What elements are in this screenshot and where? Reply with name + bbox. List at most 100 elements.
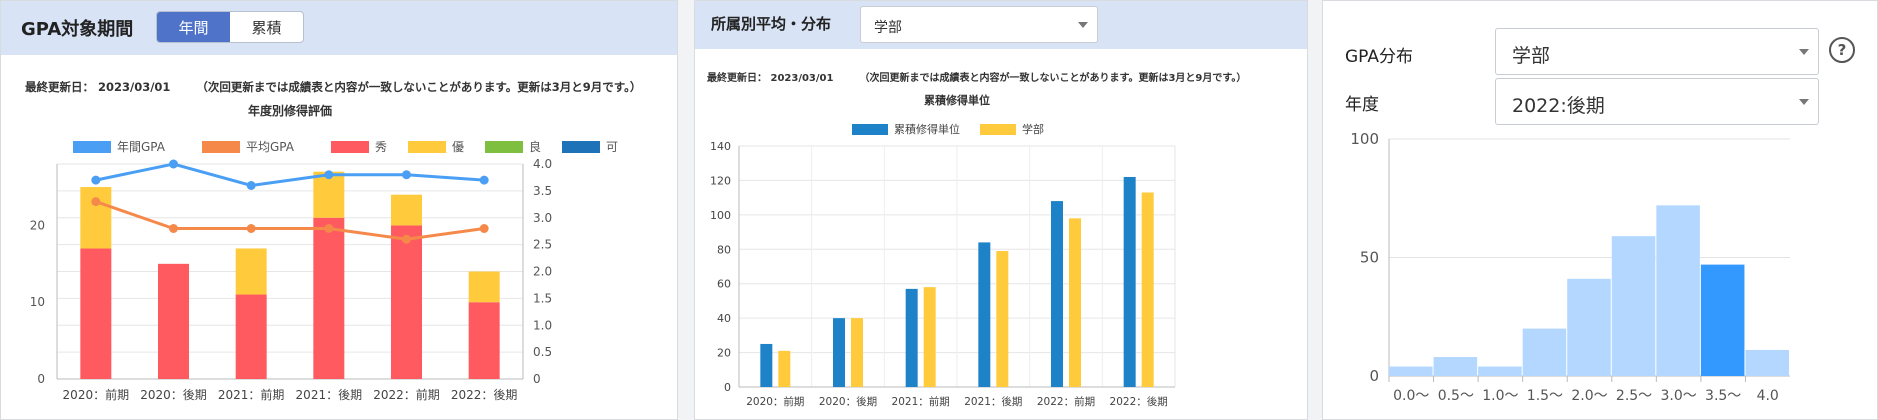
- updated-date: 最終更新日： 2023/03/01: [707, 73, 834, 84]
- legend-swatch: [980, 124, 1016, 135]
- y-tick-label: 100: [710, 209, 731, 222]
- x-tick-label: 2.0～: [1571, 388, 1607, 404]
- x-tick-label: 2022：前期: [1037, 395, 1095, 408]
- bar-segment: [80, 248, 112, 379]
- year-select-value: 2022:後期: [1512, 95, 1605, 117]
- chevron-down-icon: [1078, 21, 1088, 28]
- legend-label: 可: [606, 140, 618, 154]
- y-tick-label: 10: [30, 295, 45, 309]
- gpa-point: [324, 224, 334, 233]
- bar-segment: [313, 171, 345, 218]
- distribution-panel-header: 所属別平均・分布 学部: [695, 1, 1307, 49]
- legend-label: 学部: [1022, 122, 1044, 136]
- y2-tick-label: 1.0: [533, 318, 552, 332]
- gpa-point: [479, 175, 489, 185]
- x-tick-label: 0.5～: [1438, 388, 1474, 404]
- gpa-point: [246, 224, 256, 233]
- legend-label: 優: [452, 140, 464, 154]
- year-label: 年度: [1345, 95, 1379, 115]
- y2-tick-label: 1.5: [533, 291, 552, 305]
- gpa-dist-select-value: 学部: [1512, 45, 1551, 67]
- x-tick-label: 2021：前期: [218, 387, 285, 402]
- bar: [1069, 218, 1081, 387]
- toggle-annual[interactable]: 年間: [157, 12, 230, 42]
- y-tick-label: 40: [717, 312, 731, 325]
- bar: [851, 318, 863, 387]
- legend-swatch: [73, 141, 111, 153]
- x-tick-label: 1.0～: [1482, 388, 1518, 404]
- legend-swatch: [408, 141, 446, 153]
- gpa-point: [402, 170, 411, 180]
- legend-label: 秀: [375, 140, 387, 154]
- x-tick-label: 2.5～: [1616, 388, 1652, 404]
- histogram-bar: [1700, 264, 1745, 376]
- help-icon[interactable]: ?: [1829, 37, 1855, 63]
- chevron-down-icon: [1799, 48, 1809, 55]
- gpa-point: [91, 175, 101, 185]
- affiliation-select[interactable]: 学部: [860, 6, 1098, 43]
- gpa-period-title: GPA対象期間: [21, 19, 134, 40]
- gpa-point: [324, 170, 334, 180]
- x-tick-label: 2021：前期: [892, 395, 950, 408]
- legend-swatch: [485, 141, 523, 153]
- bar: [905, 288, 918, 387]
- year-select[interactable]: 2022:後期: [1495, 78, 1819, 125]
- histogram-bar: [1478, 366, 1522, 376]
- histogram-bar: [1433, 357, 1478, 376]
- y-tick-label: 50: [1360, 249, 1379, 267]
- bar: [996, 251, 1009, 387]
- y2-tick-label: 2.0: [533, 265, 552, 279]
- gpa-point: [169, 224, 178, 233]
- bar-segment: [313, 217, 345, 379]
- toggle-cumulative[interactable]: 累積: [251, 18, 282, 37]
- y2-tick-label: 4.0: [533, 157, 552, 171]
- legend-swatch: [202, 141, 240, 153]
- update-note: （次回更新までは成績表と内容が一致しないことがあります。更新は3月と9月です。）: [859, 73, 1247, 84]
- histogram-bar: [1656, 205, 1700, 376]
- gpa-histogram-panel: GPA分布 学部 ? 年度 2022:後期 0 50 100 0.0～ 0.5～ 1.0～…: [1322, 0, 1878, 420]
- bar-segment: [158, 263, 189, 379]
- y2-tick-label: 0: [533, 372, 541, 386]
- distribution-update-info: 最終更新日： 2023/03/01 （次回更新までは成績表と内容が一致しないことが…: [707, 69, 1246, 84]
- x-tick-label: 2020：前期: [746, 395, 804, 408]
- x-tick-label: 2020：後期: [819, 395, 877, 408]
- updated-date: 最終更新日： 2023/03/01: [25, 80, 171, 94]
- gpa-point: [246, 181, 256, 190]
- bar-segment: [235, 248, 267, 295]
- x-tick-label: 2022：後期: [1110, 395, 1168, 408]
- gpa-dist-select[interactable]: 学部: [1495, 28, 1819, 75]
- bar: [923, 287, 936, 387]
- legend-label: 年間GPA: [117, 140, 166, 154]
- histogram-bar: [1522, 328, 1567, 376]
- x-tick-label: 3.5～: [1705, 388, 1741, 404]
- gpa-histogram-chart: 0 50 100 0.0～ 0.5～ 1.0～ 1.5～ 2.0～ 2.5～ 3.0～ 3.5～ 4.…: [1350, 130, 1790, 404]
- bar: [833, 318, 845, 387]
- x-tick-label: 4.0: [1757, 388, 1779, 404]
- legend-label: 良: [529, 139, 541, 154]
- bar-segment: [468, 302, 500, 379]
- distribution-title: 所属別平均・分布: [711, 15, 832, 33]
- period-toggle[interactable]: 年間 累積: [156, 11, 304, 43]
- bar: [978, 242, 991, 387]
- bar-segment: [235, 294, 267, 379]
- distribution-panel: 所属別平均・分布 学部 最終更新日： 2023/03/01 （次回更新までは成績表…: [694, 0, 1308, 420]
- gpa-point: [402, 234, 411, 244]
- gpa-point: [479, 224, 489, 233]
- bar: [1141, 192, 1154, 387]
- legend-label: 平均GPA: [246, 140, 295, 154]
- x-tick-label: 3.0～: [1660, 388, 1696, 404]
- bar-segment: [391, 225, 422, 379]
- y2-tick-label: 3.0: [533, 211, 552, 225]
- y-tick-label: 0: [37, 372, 45, 386]
- y-tick-label: 20: [30, 218, 45, 232]
- histogram-bar: [1745, 349, 1789, 376]
- chevron-down-icon: [1799, 98, 1809, 105]
- y2-tick-label: 2.5: [533, 238, 552, 252]
- bar: [1051, 201, 1063, 387]
- gpa-point: [91, 197, 101, 207]
- bar: [778, 350, 791, 387]
- gpa-dist-label: GPA分布: [1345, 47, 1413, 67]
- y-tick-label: 80: [717, 243, 731, 256]
